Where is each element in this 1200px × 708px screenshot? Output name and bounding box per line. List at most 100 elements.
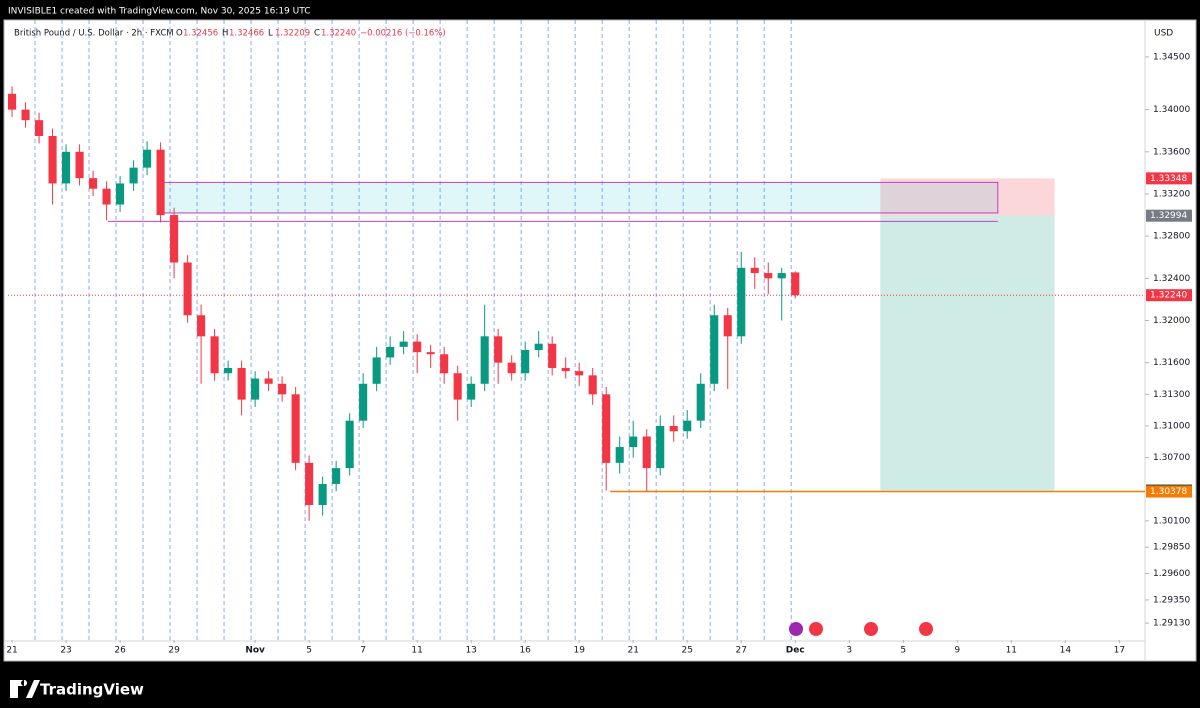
price-label: 1.33348: [1150, 174, 1187, 184]
candle-body: [575, 371, 584, 376]
candle-body: [737, 267, 746, 337]
chart-title: British Pound / U.S. Dollar · 2h · FXCM: [14, 29, 174, 39]
y-tick-label: 1.31600: [1153, 358, 1190, 368]
candle-body: [561, 367, 570, 372]
candle-body: [197, 315, 206, 337]
candle-body: [359, 383, 368, 421]
logo-mark: [10, 680, 40, 698]
y-tick-label: 1.32000: [1153, 316, 1190, 326]
candle-body: [750, 267, 759, 274]
candle-body: [75, 151, 84, 179]
x-tick-label: 19: [573, 646, 585, 656]
candle-body: [210, 336, 219, 374]
candle-body: [170, 215, 179, 263]
stop-zone: [880, 178, 1055, 216]
y-tick-label: 1.31000: [1153, 421, 1190, 431]
legend-key: L: [268, 29, 273, 39]
y-tick-label: 1.29850: [1153, 543, 1190, 553]
event-icon[interactable]: [864, 622, 878, 636]
candle-body: [62, 151, 71, 184]
legend-value: 1.32240: [321, 29, 356, 39]
candle-body: [116, 183, 125, 205]
candle-body: [21, 109, 30, 121]
price-label: 1.32240: [1150, 291, 1187, 301]
currency: USD: [1154, 29, 1173, 39]
x-tick-label: 23: [60, 646, 71, 656]
candle-body: [440, 354, 449, 374]
candle-body: [305, 462, 314, 506]
event-icon[interactable]: [809, 622, 823, 636]
candle-body: [588, 375, 597, 395]
x-tick-label: 3: [846, 646, 852, 656]
candle-body: [656, 425, 665, 469]
candle-body: [89, 178, 98, 189]
candle-body: [237, 367, 246, 400]
y-tick-label: 1.34000: [1153, 105, 1190, 115]
brand: TradingView: [40, 681, 144, 699]
x-tick-label: 5: [306, 646, 312, 656]
x-tick-label: 21: [6, 646, 17, 656]
candle-body: [791, 272, 800, 296]
candle-body: [615, 447, 624, 463]
x-tick-label: 26: [114, 646, 126, 656]
price-label-box: [1146, 485, 1192, 498]
x-tick-label: 16: [519, 646, 531, 656]
x-tick-label: 14: [1060, 646, 1072, 656]
x-tick-label: Dec: [786, 646, 805, 656]
plot: [8, 20, 1145, 640]
candle-body: [710, 315, 719, 384]
legend-change: −0.00216 (−0.16%): [360, 29, 446, 39]
legend-value: 1.32209: [275, 29, 310, 39]
event-icon[interactable]: [789, 622, 803, 636]
price-label: 1.32994: [1150, 211, 1187, 221]
candle-body: [777, 273, 786, 279]
price-label: 1.30378: [1150, 487, 1187, 497]
x-tick-label: 29: [168, 646, 180, 656]
x-tick-label: 21: [627, 646, 638, 656]
candle-body: [183, 262, 192, 316]
candle-body: [386, 346, 395, 358]
candle-body: [278, 383, 287, 395]
price-label-box: [1146, 209, 1192, 222]
candle-body: [35, 120, 44, 136]
x-tick-label: 11: [411, 646, 422, 656]
candle-body: [507, 362, 516, 374]
supply-zone: [157, 181, 999, 214]
x-tick-label: 7: [360, 646, 366, 656]
candle-body: [372, 357, 381, 384]
y-tick-label: 1.29130: [1153, 619, 1190, 629]
x-tick-label: 13: [465, 646, 476, 656]
chart-panel: [3, 19, 1197, 662]
y-tick-label: 1.32400: [1153, 274, 1190, 284]
target-zone: [880, 215, 1055, 491]
candle-body: [494, 336, 503, 363]
x-tick-label: 9: [954, 646, 960, 656]
x-tick-label: 11: [1006, 646, 1017, 656]
x-tick-label: 17: [1114, 646, 1125, 656]
price-label-box: [1146, 172, 1192, 185]
credit: INVISIBLE1 created with TradingView.com,…: [8, 7, 310, 17]
candle-body: [696, 383, 705, 421]
candle-body: [156, 149, 165, 216]
x-tick-label: 5: [900, 646, 906, 656]
y-tick-label: 1.32800: [1153, 232, 1190, 242]
candle-body: [48, 135, 57, 184]
event-icon[interactable]: [919, 622, 933, 636]
candle-body: [399, 341, 408, 347]
candle-body: [251, 378, 260, 400]
legend-value: 1.32456: [183, 29, 218, 39]
candle-body: [683, 420, 692, 432]
candle-body: [521, 350, 530, 374]
candle-body: [480, 336, 489, 384]
y-tick-label: 1.30700: [1153, 453, 1190, 463]
candle-body: [224, 367, 233, 374]
legend-key: H: [222, 29, 228, 39]
candle-body: [143, 149, 152, 168]
ohlc-legend: O 1.32456 H 1.32466 L 1.32209 C 1.32240 −0.00216…: [176, 29, 446, 39]
legend-key: O: [176, 29, 183, 39]
x-tick-label: 25: [682, 646, 693, 656]
candle-body: [602, 394, 611, 463]
y-tick-label: 1.29350: [1153, 595, 1190, 605]
